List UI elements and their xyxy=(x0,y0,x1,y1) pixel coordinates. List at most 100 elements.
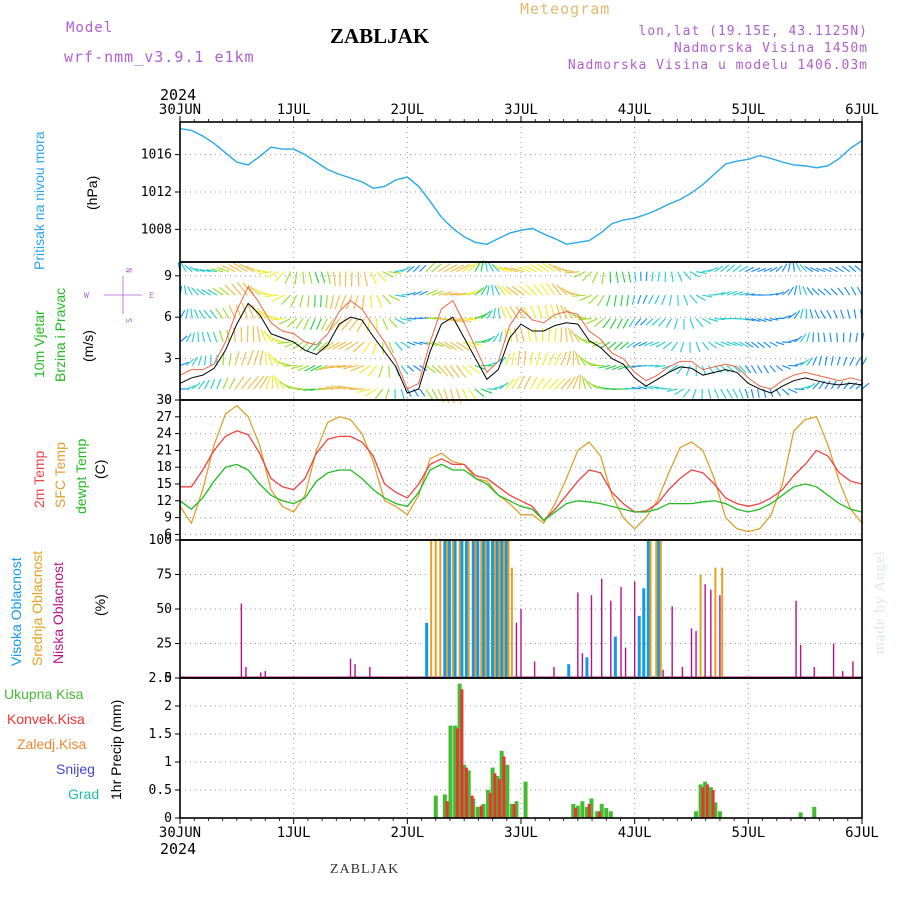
cloud-bar xyxy=(585,657,589,678)
cloud-bars xyxy=(180,540,862,678)
wind-barb xyxy=(382,271,394,278)
wind-barb xyxy=(413,290,422,296)
wind-barb xyxy=(843,356,848,366)
compass-s: S xyxy=(124,318,133,323)
cloud-bar xyxy=(447,540,451,678)
wind-barb xyxy=(541,352,549,366)
wind-barb xyxy=(558,268,574,273)
wind-barb xyxy=(180,262,187,272)
wind-barb xyxy=(256,326,261,343)
wind-barb xyxy=(794,362,804,367)
wind-barb xyxy=(189,266,199,273)
wind-barb xyxy=(480,310,491,320)
cloud-bar xyxy=(610,600,612,678)
compass-w: W xyxy=(84,291,89,300)
wind-barb xyxy=(720,388,727,399)
wind-barb xyxy=(550,304,556,319)
wind-barb xyxy=(364,388,377,397)
wind-barb xyxy=(382,294,392,305)
wind-barb xyxy=(745,266,754,273)
wind-barb xyxy=(805,308,808,319)
wind-barb xyxy=(804,265,814,273)
wind-barb xyxy=(648,294,654,305)
wind-barb xyxy=(689,318,695,329)
wind-barb xyxy=(485,261,488,272)
wind-barb xyxy=(321,341,334,352)
cloud-bar xyxy=(567,664,571,678)
wind-barb xyxy=(757,341,765,349)
wind-barb xyxy=(837,287,844,296)
y-tick-label: 1016 xyxy=(141,148,172,163)
wind-barb xyxy=(800,308,804,319)
wind-barb xyxy=(628,318,636,328)
wind-barb xyxy=(290,387,303,390)
wind-barb xyxy=(788,388,798,394)
wind-barb xyxy=(661,294,666,306)
precip-bar xyxy=(466,770,471,818)
wind-barb xyxy=(197,380,206,390)
wind-barb xyxy=(798,285,802,296)
precip-bar xyxy=(497,778,501,818)
wind-barb xyxy=(363,271,368,287)
wind-barb xyxy=(314,271,320,284)
wind-barb xyxy=(276,377,285,390)
wind-barb xyxy=(830,380,837,390)
footer-station: ZABLJAK xyxy=(330,862,400,877)
wind-barb xyxy=(376,318,378,333)
wind-barb xyxy=(714,388,720,399)
wind-barb xyxy=(689,271,700,278)
wind-barb xyxy=(297,364,310,371)
cloud-bar xyxy=(841,671,844,678)
cloud-bar xyxy=(481,540,485,678)
wind-barb xyxy=(757,388,760,398)
wind-barb xyxy=(265,375,272,390)
bottom-day-label: 2JUL xyxy=(390,825,424,841)
precip-bar xyxy=(571,804,576,818)
wind-barb xyxy=(820,310,826,319)
wind-barb xyxy=(431,263,442,273)
wind-barb xyxy=(413,265,421,273)
wind-barb xyxy=(534,328,537,343)
precip-bar xyxy=(604,807,609,818)
wind-barb xyxy=(462,388,469,402)
cloud-bar xyxy=(832,643,835,678)
wind-barb xyxy=(565,327,568,343)
precip-bar xyxy=(453,725,458,818)
cloud-bar xyxy=(480,540,483,678)
y-tick-label: 1 xyxy=(164,755,172,770)
wind-barb xyxy=(806,357,814,366)
wind-barb xyxy=(781,364,791,370)
precip-bar xyxy=(445,801,449,818)
wind-barb xyxy=(493,264,506,273)
wind-barb xyxy=(253,288,267,296)
wind-barb xyxy=(367,365,378,377)
wind-barb xyxy=(425,262,435,273)
wind-barb xyxy=(632,341,642,348)
y-tick-label: 3 xyxy=(164,352,172,367)
wind-barb xyxy=(191,356,199,366)
wind-barb xyxy=(228,264,242,273)
wind-barb xyxy=(578,338,592,343)
cloud-bar xyxy=(646,540,650,678)
wind-barb xyxy=(325,295,329,308)
wind-barb xyxy=(617,364,629,370)
wind-barb xyxy=(637,294,642,304)
cloud-bar xyxy=(491,540,495,678)
wind-barb xyxy=(401,318,412,322)
cloud-bar xyxy=(498,540,501,678)
wind-barb xyxy=(645,271,648,281)
bottom-day-label: 6JUL xyxy=(845,825,879,841)
wind-barb xyxy=(494,285,500,296)
wind-barb xyxy=(400,341,411,349)
wind-barb xyxy=(271,318,285,321)
wind-barb xyxy=(745,293,755,296)
wind-barb xyxy=(190,308,193,319)
cloud-bar xyxy=(434,540,437,678)
precip-bar xyxy=(462,764,467,818)
wind-barb xyxy=(708,341,717,349)
wind-barb xyxy=(848,265,857,273)
wind-barb xyxy=(560,377,572,390)
wind-barb xyxy=(812,332,814,343)
precip-bar xyxy=(460,689,464,818)
wind-barb xyxy=(620,295,623,307)
